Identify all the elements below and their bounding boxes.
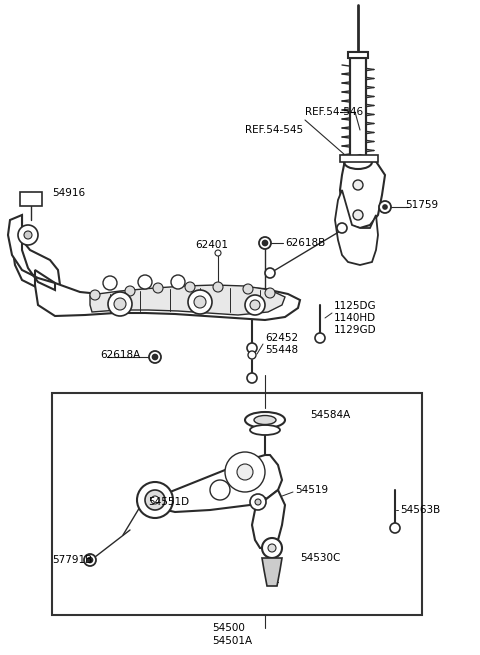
Circle shape [151, 496, 159, 504]
Circle shape [84, 554, 96, 566]
Text: 54563B: 54563B [400, 505, 440, 515]
Text: 62401: 62401 [195, 240, 228, 250]
Circle shape [210, 480, 230, 500]
Circle shape [149, 351, 161, 363]
Text: 1140HD: 1140HD [334, 313, 376, 323]
Text: 55448: 55448 [265, 345, 298, 355]
Text: 62618A: 62618A [100, 350, 140, 360]
Circle shape [137, 482, 173, 518]
Circle shape [185, 282, 195, 292]
Circle shape [125, 286, 135, 296]
Polygon shape [340, 155, 385, 228]
Text: 54501A: 54501A [212, 636, 252, 646]
Circle shape [243, 284, 253, 294]
Circle shape [265, 288, 275, 298]
Text: 1129GD: 1129GD [334, 325, 377, 335]
Text: 54500: 54500 [212, 623, 245, 633]
Text: 54551D: 54551D [148, 497, 189, 507]
Polygon shape [12, 215, 60, 290]
Circle shape [90, 290, 100, 300]
Circle shape [171, 275, 185, 289]
Ellipse shape [254, 415, 276, 424]
Bar [20, 192, 42, 206]
Circle shape [315, 333, 325, 343]
Text: REF.54-546: REF.54-546 [305, 107, 363, 117]
Circle shape [247, 343, 257, 353]
Circle shape [245, 295, 265, 315]
Polygon shape [8, 215, 55, 290]
Polygon shape [252, 490, 285, 548]
Circle shape [353, 210, 363, 220]
Circle shape [194, 296, 206, 308]
Text: 54916: 54916 [52, 188, 85, 198]
Circle shape [18, 225, 38, 245]
Circle shape [353, 180, 363, 190]
Circle shape [383, 205, 387, 209]
Circle shape [337, 223, 347, 233]
Text: 57791B: 57791B [52, 555, 92, 565]
Text: 1125DG: 1125DG [334, 301, 377, 311]
Polygon shape [35, 270, 300, 320]
Circle shape [263, 240, 267, 246]
Polygon shape [335, 190, 378, 265]
Text: 62618B: 62618B [285, 238, 325, 248]
Circle shape [24, 231, 32, 239]
Polygon shape [155, 455, 282, 512]
Text: 51759: 51759 [405, 200, 438, 210]
Circle shape [87, 557, 93, 563]
Polygon shape [348, 52, 368, 58]
Circle shape [114, 298, 126, 310]
Circle shape [379, 201, 391, 213]
Circle shape [138, 275, 152, 289]
Text: 62452: 62452 [265, 333, 298, 343]
Circle shape [225, 452, 265, 492]
Polygon shape [340, 155, 378, 162]
Circle shape [153, 354, 157, 360]
Circle shape [153, 283, 163, 293]
Circle shape [145, 490, 165, 510]
Circle shape [250, 494, 266, 510]
Circle shape [103, 276, 117, 290]
Circle shape [262, 538, 282, 558]
Polygon shape [350, 55, 366, 160]
Circle shape [213, 282, 223, 292]
Circle shape [248, 351, 256, 359]
Circle shape [259, 237, 271, 249]
Text: REF.54-545: REF.54-545 [245, 125, 303, 135]
Circle shape [247, 373, 257, 383]
Text: 54530C: 54530C [300, 553, 340, 563]
Circle shape [390, 523, 400, 533]
Circle shape [255, 499, 261, 505]
Circle shape [265, 268, 275, 278]
Bar [52, 393, 422, 615]
Circle shape [268, 544, 276, 552]
Text: 54584A: 54584A [310, 410, 350, 420]
Circle shape [250, 300, 260, 310]
Circle shape [215, 250, 221, 256]
Text: 54519: 54519 [295, 485, 328, 495]
Circle shape [108, 292, 132, 316]
Circle shape [237, 464, 253, 480]
Ellipse shape [245, 412, 285, 428]
Ellipse shape [250, 425, 280, 435]
Polygon shape [90, 285, 285, 315]
Polygon shape [262, 558, 282, 586]
Circle shape [188, 290, 212, 314]
